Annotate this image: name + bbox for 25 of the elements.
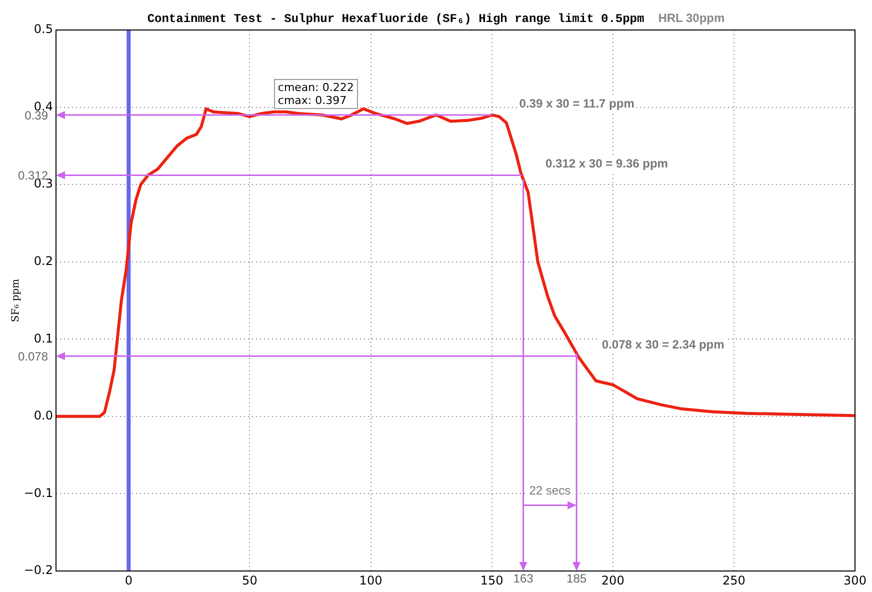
annotation: 0.39 x 30 = 11.7 ppm	[519, 96, 634, 110]
annotation: 0.312 x 30 = 9.36 ppm	[546, 156, 668, 171]
y-tick-label: −0.2	[24, 563, 53, 578]
x-tick-label: 150	[480, 573, 504, 588]
chart-title: Containment Test - Sulphur Hexafluoride (SF₆) High range limit 0.5ppm	[147, 12, 644, 26]
y-axis-title: SF₆ ppm	[10, 278, 22, 322]
ref-line-label: 0.078	[18, 349, 48, 364]
x-tick-label: 0	[124, 573, 132, 588]
x-tick-label: 100	[359, 573, 382, 588]
x-tick-label: 300	[844, 573, 866, 588]
text: HRL 30ppm	[658, 11, 725, 25]
y-tick-label: 0.1	[34, 331, 53, 346]
x-tick-label: 200	[601, 573, 624, 588]
x-tick-label: 250	[722, 573, 746, 588]
y-tick-label: 0.2	[34, 254, 53, 268]
annotation: 0.078 x 30 = 2.34 ppm	[602, 337, 724, 352]
annotation: cmax: 0.397	[278, 94, 348, 107]
y-tick-label: 0.5	[34, 22, 53, 36]
x-tick-label: 50	[242, 573, 258, 588]
ref-line-label: 185	[566, 571, 587, 586]
ref-line-label: 163	[513, 571, 534, 586]
y-tick-label: 0.0	[34, 408, 53, 423]
annotation: 22 secs	[529, 484, 571, 498]
annotation: cmean: 0.222	[278, 80, 354, 94]
y-tick-label: −0.1	[24, 486, 53, 500]
